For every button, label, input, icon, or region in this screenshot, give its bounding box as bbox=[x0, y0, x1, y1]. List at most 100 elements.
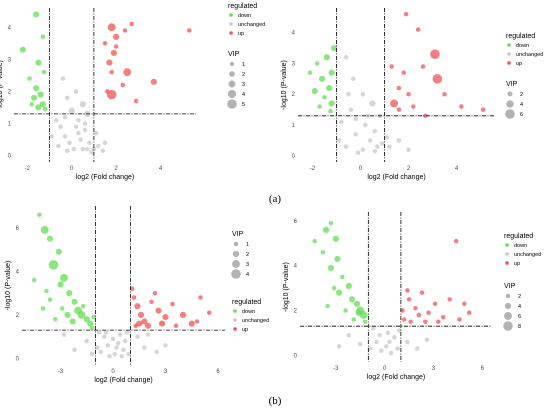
y-tick-label: 0 bbox=[16, 356, 20, 362]
y-tick-label: 2 bbox=[292, 92, 296, 98]
point-unchanged bbox=[353, 132, 358, 137]
point-up bbox=[419, 290, 425, 295]
point-down bbox=[328, 100, 335, 107]
point-unchanged bbox=[375, 144, 380, 149]
point-unchanged bbox=[72, 347, 77, 353]
point-down bbox=[326, 84, 333, 92]
point-up bbox=[440, 314, 446, 320]
point-unchanged bbox=[76, 130, 81, 136]
point-unchanged bbox=[53, 118, 59, 123]
legend-key-down bbox=[233, 309, 237, 313]
point-unchanged bbox=[405, 339, 410, 345]
y-tick-label: 1 bbox=[8, 122, 12, 128]
point-up bbox=[457, 317, 462, 322]
point-down bbox=[48, 260, 59, 270]
point-unchanged bbox=[84, 146, 90, 152]
legend-label-up: up bbox=[242, 327, 248, 333]
point-unchanged bbox=[135, 334, 140, 339]
legend-vip-label: 1 bbox=[246, 242, 249, 248]
volcano-plot-a-left: 0 1 2 3 4 -2 0 2 4 log2 (Fold change) -log10 (P-va… bbox=[0, 3, 265, 181]
point-down bbox=[40, 306, 46, 311]
point-down bbox=[331, 285, 337, 291]
point-up bbox=[123, 68, 132, 77]
point-up bbox=[432, 301, 438, 307]
point-unchanged bbox=[363, 122, 368, 128]
x-tick-label: 2 bbox=[114, 166, 118, 172]
legend-key-unchanged bbox=[505, 252, 509, 256]
point-down bbox=[312, 238, 317, 244]
point-down bbox=[314, 61, 320, 66]
legend-label-down: down bbox=[514, 243, 527, 249]
point-up bbox=[447, 297, 452, 302]
point-unchanged bbox=[87, 140, 92, 145]
y-tick-label: 0 bbox=[292, 154, 296, 160]
point-unchanged bbox=[397, 328, 402, 333]
legend-vip-label: 2 bbox=[246, 252, 249, 258]
point-up bbox=[106, 59, 113, 66]
point-down bbox=[317, 104, 322, 109]
point-up bbox=[480, 107, 486, 112]
legend-key-down bbox=[229, 13, 233, 17]
legend-vip-key bbox=[229, 71, 235, 77]
point-up bbox=[113, 44, 119, 49]
point-unchanged bbox=[377, 332, 382, 338]
point-unchanged bbox=[103, 330, 109, 335]
legend-vip-key bbox=[232, 260, 240, 268]
point-down bbox=[353, 300, 361, 307]
point-unchanged bbox=[357, 341, 363, 347]
point-unchanged bbox=[387, 339, 392, 345]
x-axis-label: log2 (Fold change) bbox=[94, 377, 152, 384]
point-unchanged bbox=[385, 330, 391, 336]
point-unchanged bbox=[100, 148, 106, 154]
point-unchanged bbox=[414, 346, 420, 351]
legend-title-vip: VIP bbox=[506, 81, 518, 88]
point-down bbox=[41, 69, 47, 75]
point-unchanged bbox=[62, 114, 68, 120]
point-down bbox=[77, 310, 86, 319]
point-up bbox=[155, 307, 162, 314]
legend-key-up bbox=[229, 31, 233, 35]
point-down bbox=[37, 91, 44, 98]
point-unchanged bbox=[102, 140, 108, 145]
legend-label-down: down bbox=[238, 13, 251, 19]
point-up bbox=[426, 310, 431, 315]
point-down bbox=[322, 226, 330, 234]
x-tick-label: 0 bbox=[383, 366, 387, 372]
point-up bbox=[150, 78, 157, 85]
point-down bbox=[71, 298, 78, 305]
y-tick-label: 6 bbox=[294, 219, 298, 225]
legend-vip-key bbox=[229, 61, 235, 67]
point-unchanged bbox=[369, 100, 376, 107]
point-unchanged bbox=[142, 345, 147, 350]
point-unchanged bbox=[119, 354, 124, 359]
point-unchanged bbox=[80, 146, 86, 152]
point-unchanged bbox=[93, 130, 99, 136]
y-tick-label: 1 bbox=[292, 123, 296, 129]
point-unchanged bbox=[346, 332, 352, 338]
point-unchanged bbox=[82, 121, 88, 126]
y-tick-label: 4 bbox=[294, 264, 298, 270]
point-up bbox=[130, 286, 135, 292]
point-unchanged bbox=[96, 330, 102, 335]
legend-title-vip: VIP bbox=[228, 51, 240, 58]
point-unchanged bbox=[343, 144, 349, 149]
point-unchanged bbox=[84, 338, 89, 344]
y-tick-label: 0 bbox=[294, 353, 298, 359]
legend-key-unchanged bbox=[507, 52, 511, 56]
point-up bbox=[430, 49, 440, 59]
legend-vip-key bbox=[504, 302, 512, 310]
point-down bbox=[35, 104, 42, 111]
point-down bbox=[340, 274, 345, 280]
point-up bbox=[415, 27, 421, 32]
point-down bbox=[355, 309, 362, 316]
point-up bbox=[137, 311, 145, 319]
y-tick-label: 4 bbox=[16, 269, 20, 275]
point-unchanged bbox=[56, 143, 61, 149]
point-unchanged bbox=[396, 138, 402, 143]
legend-vip-key bbox=[503, 321, 513, 331]
legend-vip-label: 6 bbox=[520, 112, 523, 118]
point-unchanged bbox=[117, 332, 123, 337]
point-unchanged bbox=[336, 344, 342, 349]
legend-vip-key bbox=[507, 91, 513, 97]
